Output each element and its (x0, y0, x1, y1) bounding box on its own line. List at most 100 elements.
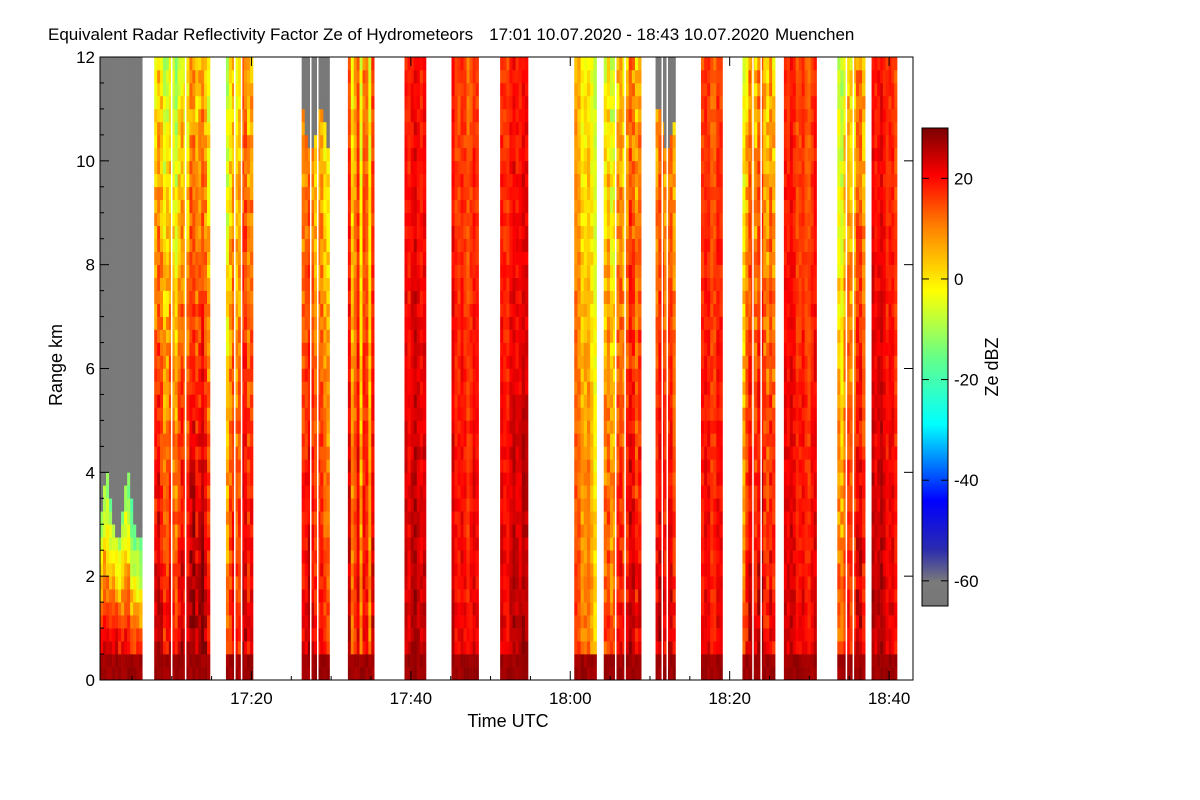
reflectivity-cell (307, 459, 312, 473)
reflectivity-cell (177, 264, 181, 278)
reflectivity-cell (407, 628, 411, 642)
reflectivity-cell (228, 524, 233, 538)
reflectivity-cell (106, 576, 110, 590)
reflectivity-cell (103, 173, 107, 188)
reflectivity-cell (326, 511, 330, 525)
reflectivity-cell (362, 212, 366, 227)
reflectivity-cell (244, 290, 248, 304)
reflectivity-cell (118, 212, 122, 227)
reflectivity-cell (121, 238, 125, 252)
reflectivity-cell (207, 57, 211, 71)
reflectivity-cell (177, 589, 181, 603)
reflectivity-cell (454, 186, 458, 201)
reflectivity-cell (118, 446, 122, 460)
reflectivity-cell (460, 290, 464, 304)
reflectivity-cell (240, 524, 245, 538)
reflectivity-cell (634, 433, 639, 447)
reflectivity-cell (506, 459, 510, 473)
reflectivity-cell (136, 199, 140, 214)
reflectivity-cell (404, 57, 408, 71)
reflectivity-cell (422, 446, 427, 460)
reflectivity-cell (362, 238, 366, 252)
reflectivity-cell (603, 589, 608, 603)
reflectivity-cell (413, 303, 418, 317)
reflectivity-cell (368, 160, 372, 175)
reflectivity-cell (362, 108, 366, 123)
reflectivity-cell (609, 277, 614, 291)
reflectivity-cell (422, 485, 427, 499)
reflectivity-cell (590, 485, 594, 499)
reflectivity-cell (133, 147, 137, 162)
reflectivity-cell (231, 147, 236, 162)
reflectivity-cell (228, 602, 233, 616)
reflectivity-cell (177, 69, 181, 84)
reflectivity-cell (454, 95, 458, 110)
reflectivity-cell (304, 134, 309, 149)
reflectivity-cell (186, 420, 190, 434)
reflectivity-cell (515, 394, 520, 408)
reflectivity-cell (356, 537, 360, 551)
reflectivity-cell (100, 615, 104, 629)
reflectivity-cell (154, 472, 158, 486)
reflectivity-cell (515, 524, 520, 538)
reflectivity-cell (112, 641, 116, 655)
reflectivity-cell (133, 576, 137, 590)
reflectivity-cell (103, 264, 107, 278)
reflectivity-cell (112, 576, 116, 590)
reflectivity-cell (622, 511, 626, 525)
reflectivity-cell (619, 121, 623, 136)
reflectivity-cell (192, 238, 196, 252)
reflectivity-cell (368, 498, 372, 512)
reflectivity-cell (127, 537, 131, 551)
reflectivity-cell (353, 342, 357, 356)
reflectivity-cell (616, 615, 620, 629)
reflectivity-cell (463, 602, 467, 616)
reflectivity-cell (347, 407, 352, 421)
reflectivity-cell (186, 394, 190, 408)
reflectivity-cell (625, 121, 630, 136)
reflectivity-cell (606, 446, 611, 460)
reflectivity-cell (133, 199, 137, 214)
reflectivity-cell (622, 472, 626, 486)
reflectivity-cell (521, 498, 526, 512)
reflectivity-cell (515, 329, 520, 343)
reflectivity-cell (616, 329, 620, 343)
reflectivity-cell (163, 57, 167, 71)
reflectivity-cell (580, 381, 585, 395)
reflectivity-cell (521, 602, 526, 616)
reflectivity-cell (574, 667, 578, 681)
reflectivity-cell (231, 667, 236, 681)
reflectivity-cell (201, 667, 205, 681)
reflectivity-cell (590, 173, 594, 188)
reflectivity-cell (307, 381, 312, 395)
reflectivity-cell (460, 524, 464, 538)
reflectivity-cell (463, 667, 467, 681)
reflectivity-cell (115, 407, 119, 421)
reflectivity-cell (353, 238, 357, 252)
reflectivity-cell (326, 537, 330, 551)
reflectivity-cell (359, 69, 363, 84)
reflectivity-cell (587, 615, 591, 629)
reflectivity-cell (186, 550, 190, 564)
reflectivity-cell (130, 355, 134, 369)
reflectivity-cell (580, 589, 585, 603)
reflectivity-cell (622, 355, 626, 369)
reflectivity-cell (625, 225, 630, 240)
reflectivity-cell (472, 212, 476, 227)
data-segment (574, 57, 597, 681)
reflectivity-cell (103, 667, 107, 681)
reflectivity-cell (365, 368, 369, 382)
reflectivity-cell (413, 316, 418, 330)
reflectivity-cell (518, 277, 523, 291)
reflectivity-cell (204, 407, 208, 421)
reflectivity-cell (247, 459, 251, 473)
reflectivity-cell (512, 329, 516, 343)
reflectivity-cell (466, 641, 470, 655)
reflectivity-cell (106, 199, 110, 214)
reflectivity-cell (174, 355, 178, 369)
reflectivity-cell (195, 485, 199, 499)
reflectivity-cell (195, 355, 199, 369)
reflectivity-cell (240, 589, 245, 603)
reflectivity-cell (454, 511, 458, 525)
reflectivity-cell (518, 602, 523, 616)
